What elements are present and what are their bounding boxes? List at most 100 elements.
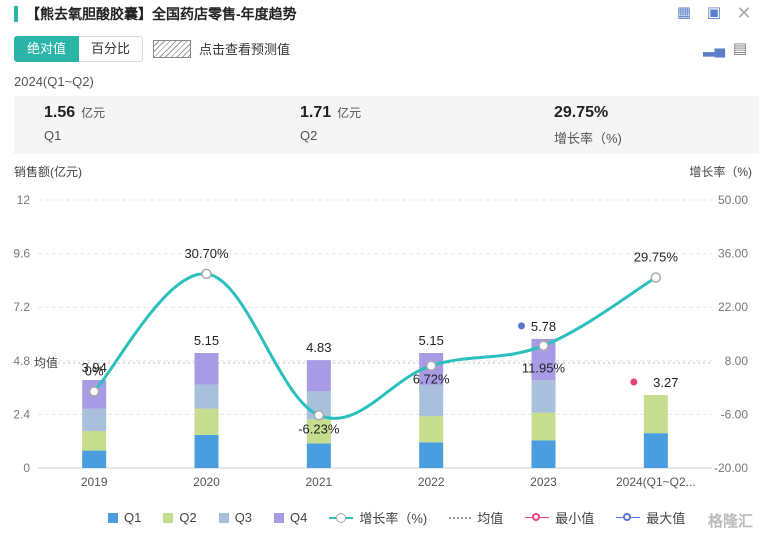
legend-growth-label: 增长率（%)	[359, 511, 428, 526]
tab-percentage[interactable]: 百分比	[79, 36, 144, 62]
max-value-marker	[518, 322, 525, 330]
growth-point	[425, 360, 437, 371]
bar-q2-5	[643, 394, 668, 434]
legend-q4-label: Q4	[290, 510, 308, 525]
value-mode-tabs: 绝对值 百分比	[14, 36, 144, 62]
growth-point	[201, 268, 212, 280]
x-tick-label: 2021	[305, 475, 332, 489]
y-axis-right-title: 增长率（%)	[689, 164, 752, 179]
x-tick-label: 2024(Q1~Q2...	[616, 475, 696, 489]
growth-point	[538, 340, 549, 351]
y-tick-right: 8.00	[725, 354, 749, 368]
growth-label: 30.70%	[184, 246, 229, 261]
bar-q1-2	[306, 443, 331, 468]
growth-point	[313, 410, 325, 421]
y-tick-left: 12	[17, 193, 31, 207]
y-tick-right: 22.00	[718, 300, 748, 314]
bar-q1-3	[419, 442, 444, 468]
summary-q1: 1.56 亿元 Q1	[44, 104, 105, 143]
image-export-icon[interactable]: ▣	[706, 4, 722, 21]
y-tick-left: 7.2	[13, 300, 30, 314]
bar-total-label: 5.15	[419, 333, 444, 348]
title-bar: 【熊去氧胆酸胶囊】全国药店零售-年度趋势 ▦ ▣ ✕	[0, 0, 761, 28]
forecast-label: 点击查看预测值	[199, 42, 291, 57]
growth-label: 0%	[85, 363, 104, 378]
growth-label: 6.72%	[413, 372, 450, 387]
bar-chart-icon[interactable]: ▂▄	[703, 40, 726, 57]
legend-max[interactable]: 最大值	[616, 508, 685, 527]
tab-absolute[interactable]: 绝对值	[14, 36, 80, 62]
bar-q2-3	[419, 416, 444, 443]
y-tick-right: 36.00	[718, 247, 748, 261]
y-tick-left: 0	[23, 461, 30, 475]
bar-total-label: 5.78	[531, 319, 556, 334]
y-tick-left: 9.6	[13, 247, 30, 261]
legend-q3-swatch	[218, 512, 229, 523]
bar-q2-1	[194, 408, 219, 435]
growth-label: 11.95%	[522, 361, 566, 376]
average-label: 均值	[34, 355, 58, 370]
bar-q3-4	[531, 380, 556, 413]
summary-panel: 1.56 亿元 Q1 1.71 亿元 Q2 29.75% 增长率（%)	[14, 96, 759, 154]
stacked-bar-line-chart: 销售额(亿元) 增长率（%) 0 -20.00 2.4 -6.00 4.8 8.00 7.2 22…	[13, 164, 752, 489]
y-tick-right: -20.00	[714, 461, 748, 475]
legend-q4-swatch	[274, 512, 285, 523]
y-tick-right: -6.00	[721, 407, 749, 421]
legend-growth-swatch	[329, 512, 354, 523]
summary-q1-label: Q1	[44, 128, 62, 143]
summary-q2-label: Q2	[300, 128, 318, 143]
x-tick-label: 2022	[418, 475, 445, 489]
bar-q1-5	[643, 433, 668, 468]
bar-q4-1	[194, 352, 219, 385]
bar-q4-2	[306, 360, 331, 392]
bar-total-label: 3.27	[653, 375, 678, 390]
summary-q2-unit: 亿元	[337, 106, 362, 120]
legend-growth[interactable]: 增长率（%)	[329, 508, 427, 527]
summary-growth: 29.75% 增长率（%)	[554, 104, 622, 147]
legend-q2[interactable]: Q2	[163, 510, 197, 525]
legend-q3[interactable]: Q3	[218, 510, 253, 525]
chart-legend: Q1 Q2 Q3 Q4 增长率（%) 均值 最小值 最大值	[108, 508, 685, 527]
forecast-toggle[interactable]: 点击查看预测值	[153, 39, 290, 58]
bar-q2-2	[306, 419, 331, 444]
summary-q2: 1.71 亿元 Q2	[300, 104, 361, 143]
summary-q1-unit: 亿元	[81, 106, 106, 120]
growth-label: -6.23%	[298, 421, 340, 436]
legend-average-swatch	[449, 516, 472, 519]
document-icon[interactable]: ▤	[732, 40, 748, 57]
summary-q2-value: 1.71	[300, 104, 332, 121]
y-axis-left-title: 销售额(亿元)	[14, 164, 82, 179]
bar-q2-4	[531, 412, 556, 441]
bar-total-label: 3.94	[82, 360, 107, 375]
x-tick-label: 2020	[193, 475, 220, 489]
chart-title: 【熊去氧胆酸胶囊】全国药店零售-年度趋势	[26, 6, 297, 22]
summary-growth-value: 29.75%	[554, 104, 609, 121]
min-value-marker	[630, 378, 638, 386]
summary-growth-label: 增长率（%)	[554, 131, 622, 146]
legend-q1[interactable]: Q1	[108, 510, 141, 525]
bar-q3-0	[82, 408, 107, 431]
close-icon[interactable]: ✕	[736, 3, 752, 23]
bar-q1-0	[82, 450, 107, 468]
legend-q4[interactable]: Q4	[274, 510, 307, 525]
growth-point	[650, 272, 662, 283]
legend-q3-label: Q3	[234, 510, 253, 525]
growth-label: 29.75%	[634, 250, 679, 265]
legend-average[interactable]: 均值	[449, 508, 503, 527]
legend-min[interactable]: 最小值	[525, 508, 594, 527]
y-tick-left: 4.8	[13, 354, 30, 368]
forecast-hatch-swatch	[153, 39, 191, 58]
legend-q2-swatch	[163, 512, 174, 523]
legend-max-label: 最大值	[646, 511, 686, 526]
legend-min-label: 最小值	[555, 511, 595, 526]
bar-q2-0	[82, 430, 107, 451]
legend-min-swatch	[525, 512, 550, 523]
bar-q1-4	[531, 440, 556, 468]
x-tick-label: 2019	[81, 475, 108, 489]
legend-max-swatch	[616, 512, 641, 523]
legend-q1-swatch	[108, 512, 118, 523]
excel-export-icon[interactable]: ▦	[676, 4, 692, 21]
growth-rate-line	[93, 272, 657, 420]
x-tick-label: 2023	[530, 475, 557, 489]
legend-average-label: 均值	[477, 511, 504, 526]
